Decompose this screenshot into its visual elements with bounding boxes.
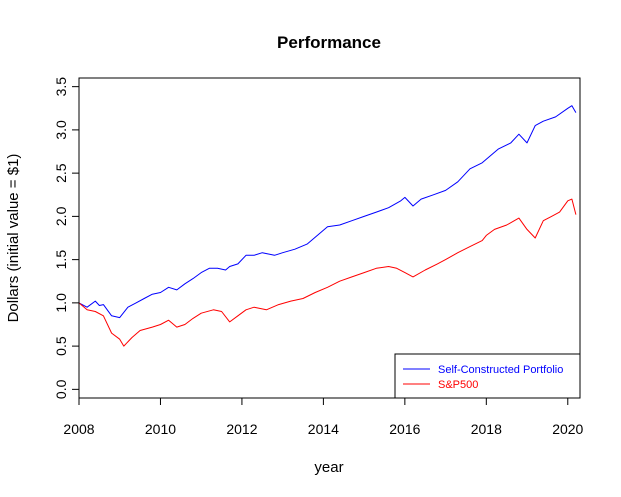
legend-label-sp500: S&P500 (438, 379, 478, 391)
x-axis-label: year (314, 459, 343, 476)
x-tick-label: 2010 (145, 421, 176, 437)
series-line-portfolio (78, 105, 577, 319)
x-tick-label: 2016 (389, 421, 420, 437)
legend-box (394, 353, 581, 399)
series-layer (78, 105, 577, 347)
plot-frame (78, 77, 581, 399)
y-tick-label: 1.5 (53, 250, 69, 270)
legend: Self-Constructed Portfolio S&P500 (394, 353, 581, 399)
x-tick-label: 2018 (471, 421, 502, 437)
x-axis: 2008 2010 2012 2014 2016 2018 2020 (63, 397, 584, 437)
series-line-sp500 (78, 198, 577, 347)
x-tick-label: 2020 (552, 421, 583, 437)
y-tick-label: 1.0 (53, 293, 69, 313)
y-axis: 0.0 0.5 1.0 1.5 2.0 2.5 3.0 3.5 (53, 77, 80, 399)
legend-label-portfolio: Self-Constructed Portfolio (438, 364, 563, 376)
y-tick-label: 2.0 (53, 206, 69, 226)
x-tick-label: 2014 (308, 421, 339, 437)
y-tick-label: 0.0 (53, 379, 69, 399)
x-tick-label: 2008 (63, 421, 94, 437)
y-tick-label: 3.5 (53, 77, 69, 97)
y-tick-label: 2.5 (53, 163, 69, 183)
y-tick-label: 3.0 (53, 120, 69, 140)
y-tick-label: 0.5 (53, 336, 69, 356)
y-axis-label: Dollars (initial value = $1) (5, 154, 22, 323)
chart-title: Performance (277, 33, 381, 52)
x-tick-label: 2012 (226, 421, 257, 437)
